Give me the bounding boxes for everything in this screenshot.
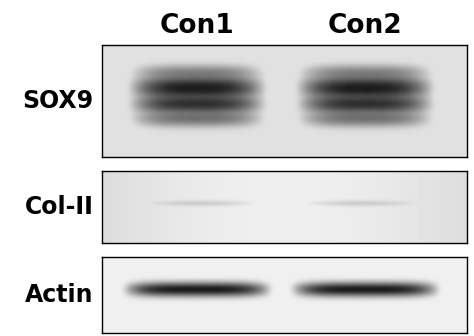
Text: Col-II: Col-II — [25, 195, 93, 219]
Text: Actin: Actin — [25, 283, 93, 307]
Text: SOX9: SOX9 — [22, 89, 93, 113]
Text: Con1: Con1 — [159, 12, 234, 39]
Text: Con2: Con2 — [328, 12, 402, 39]
